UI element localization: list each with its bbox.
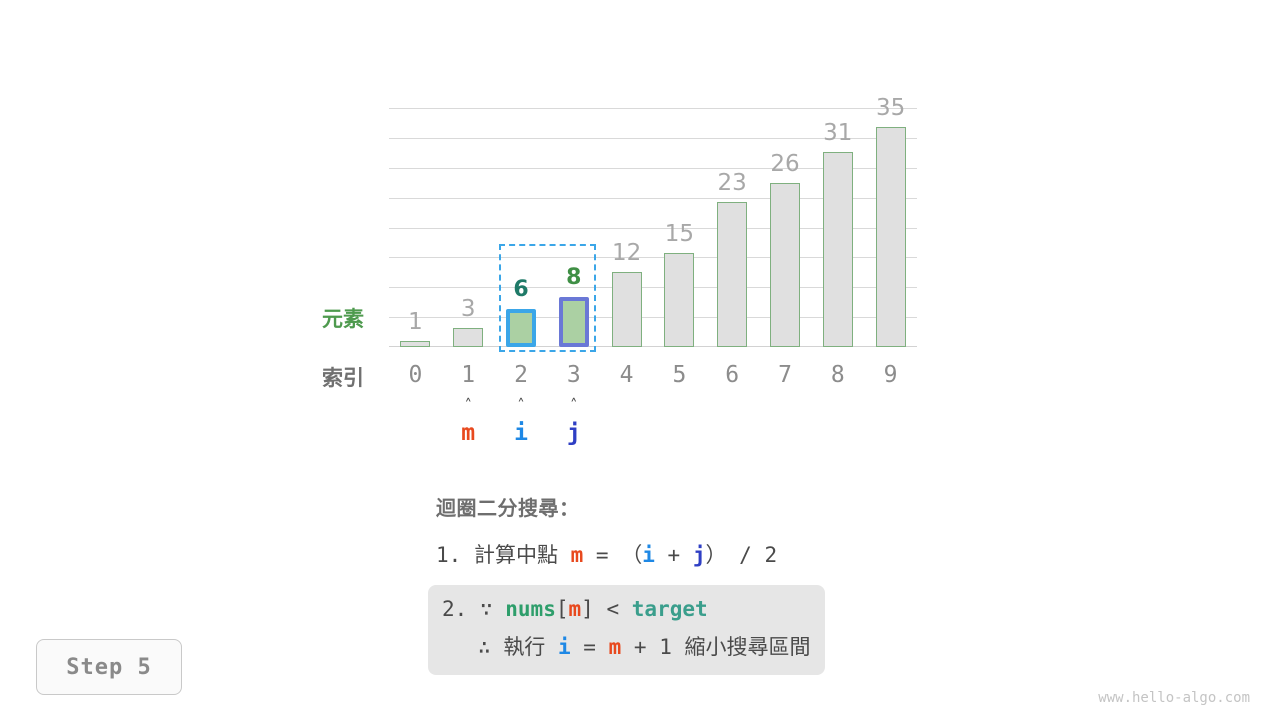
gridline xyxy=(389,137,917,139)
bar-value-5: 15 xyxy=(664,221,695,247)
step2-number: 2. xyxy=(442,597,468,621)
axis-baseline xyxy=(389,346,917,347)
bar-4 xyxy=(611,272,642,347)
pointer-caret-i: ˄ xyxy=(517,396,525,414)
step1-two: 2 xyxy=(764,543,778,567)
bar-6 xyxy=(717,202,748,347)
step1-var-m: m xyxy=(570,543,584,567)
bar-value-2: 6 xyxy=(513,277,529,302)
gridline xyxy=(389,197,917,199)
step2-tail: 縮小搜尋區間 xyxy=(684,635,811,659)
index-label-7: 7 xyxy=(778,362,792,388)
gridline xyxy=(389,167,917,169)
pointer-caret-m: ˄ xyxy=(464,396,472,414)
bar-1 xyxy=(453,328,484,347)
bar-9 xyxy=(875,127,906,347)
step1-var-i: i xyxy=(642,543,655,567)
pointer-label-i: i xyxy=(514,420,528,446)
bar-5 xyxy=(664,253,695,347)
step1-equals: = xyxy=(595,543,609,567)
row-label-index: 索引 xyxy=(322,366,364,390)
step2-line-1: 2. ∵ nums[m] < target xyxy=(442,597,811,621)
step-badge: Step 5 xyxy=(36,639,182,695)
gridline xyxy=(389,257,917,259)
step1-number: 1. xyxy=(436,543,462,567)
index-label-2: 2 xyxy=(514,362,528,388)
bar-8 xyxy=(822,152,853,347)
bar-value-7: 26 xyxy=(770,151,800,177)
step1-paren-close: ） xyxy=(705,543,727,567)
index-label-5: 5 xyxy=(672,362,687,388)
step2-bracket-close: ] xyxy=(581,597,594,621)
caption-step-2: 2. ∵ nums[m] < target ∴ 執行 i = m + 1 縮小搜… xyxy=(428,585,825,675)
caption-title: 迴圈二分搜尋： xyxy=(436,496,580,520)
step2-var-m: m xyxy=(568,597,582,621)
bar-2 xyxy=(506,309,536,347)
caption-step-1: 1. 計算中點 m = （i + j） / 2 xyxy=(436,539,898,569)
bar-value-8: 31 xyxy=(823,120,853,146)
therefore-icon: ∴ xyxy=(478,635,491,659)
because-icon: ∵ xyxy=(479,597,493,621)
gridline xyxy=(389,108,917,109)
bar-0 xyxy=(400,341,431,347)
bar-value-6: 23 xyxy=(717,170,747,196)
step1-text: 計算中點 xyxy=(473,543,558,567)
step2-var-i: i xyxy=(557,635,571,659)
step2-less-than: < xyxy=(606,597,620,621)
index-label-6: 6 xyxy=(725,362,740,388)
index-label-1: 1 xyxy=(461,362,476,388)
step2-one: 1 xyxy=(659,635,672,659)
step2-nums: nums xyxy=(505,597,556,621)
step2-var-m2: m xyxy=(608,635,622,659)
index-label-0: 0 xyxy=(408,362,423,388)
step2-plus: + xyxy=(633,635,647,659)
step2-target: target xyxy=(631,597,708,621)
bar-value-0: 1 xyxy=(408,309,423,335)
step2-bracket-open: [ xyxy=(555,597,569,621)
bar-3 xyxy=(558,297,589,347)
gridline xyxy=(389,317,917,319)
pointer-label-j: j xyxy=(566,420,581,446)
gridline xyxy=(389,287,917,289)
bar-7 xyxy=(770,183,800,347)
index-label-8: 8 xyxy=(830,362,845,388)
caption-block: 迴圈二分搜尋： 1. 計算中點 m = （i + j） / 2 2. ∵ num… xyxy=(428,492,898,675)
index-label-3: 3 xyxy=(566,362,581,388)
footer-url: www.hello-algo.com xyxy=(1098,690,1250,706)
step1-slash: / xyxy=(739,543,752,567)
step2-action: 執行 xyxy=(503,635,546,659)
step1-var-j: j xyxy=(692,543,706,567)
gridline xyxy=(389,227,917,229)
step2-equals: = xyxy=(583,635,596,659)
step1-plus: + xyxy=(667,543,681,567)
bar-value-1: 3 xyxy=(460,296,476,322)
bar-value-9: 35 xyxy=(875,95,906,121)
index-label-4: 4 xyxy=(619,362,634,388)
index-label-9: 9 xyxy=(883,362,898,388)
step1-paren-open: （ xyxy=(621,543,643,567)
pointer-caret-j: ˄ xyxy=(570,396,578,414)
bar-chart xyxy=(389,108,917,352)
pointer-label-m: m xyxy=(461,420,476,446)
step2-line-2: ∴ 執行 i = m + 1 縮小搜尋區間 xyxy=(442,631,811,661)
row-label-element: 元素 xyxy=(322,307,364,331)
bar-value-4: 12 xyxy=(611,240,642,266)
bar-value-3: 8 xyxy=(566,265,582,290)
